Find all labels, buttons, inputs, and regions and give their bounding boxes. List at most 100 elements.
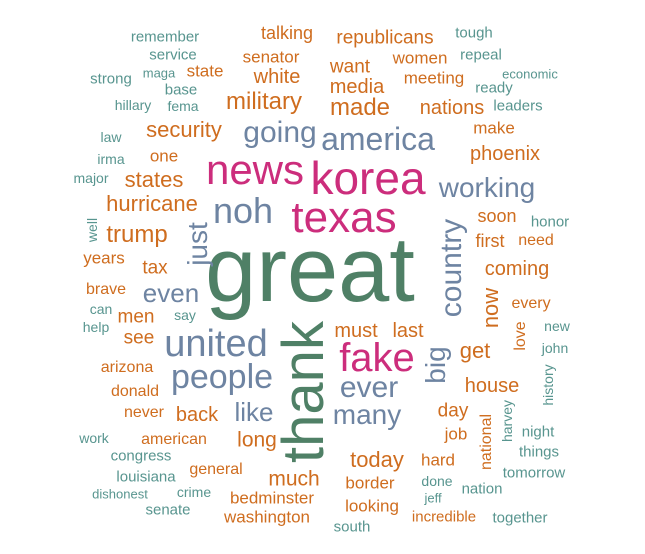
word-washington: washington [223, 507, 311, 527]
word-can: can [89, 301, 113, 317]
word-big: big [420, 346, 451, 384]
word-hard: hard [420, 450, 456, 470]
word-together: together [492, 509, 548, 527]
word-remember: remember [130, 28, 200, 46]
word-night: night [521, 423, 555, 441]
word-brave: brave [85, 281, 127, 298]
word-john: john [541, 340, 569, 356]
word-hurricane: hurricane [106, 191, 198, 216]
word-done: done [421, 473, 453, 489]
word-states: states [124, 167, 184, 192]
word-donald: donald [110, 383, 160, 400]
word-major: major [73, 170, 109, 186]
word-many: many [332, 399, 402, 430]
word-crime: crime [176, 484, 212, 500]
word-last: last [392, 320, 424, 342]
word-incredible: incredible [411, 508, 477, 526]
word-phoenix: phoenix [469, 143, 541, 165]
word-national: national [478, 413, 495, 471]
word-make: make [473, 118, 515, 138]
word-coming: coming [484, 258, 550, 280]
word-years: years [83, 248, 125, 268]
word-repeal: repeal [460, 46, 502, 64]
word-south: south [333, 518, 371, 536]
word-security: security [146, 117, 222, 142]
word-military: military [226, 88, 302, 115]
word-nations: nations [419, 97, 485, 119]
word-general: general [189, 461, 243, 478]
word-senate: senate [145, 501, 191, 519]
word-state: state [186, 61, 224, 81]
word-soon: soon [477, 206, 517, 226]
word-say: say [174, 307, 196, 323]
word-law: law [100, 129, 122, 145]
word-talking: talking [260, 23, 314, 43]
word-texas: texas [291, 193, 397, 242]
word-need: need [518, 232, 554, 249]
word-day: day [437, 400, 469, 422]
word-country: country [435, 218, 468, 318]
word-great: great [205, 219, 415, 321]
word-republicans: republicans [336, 27, 434, 49]
word-never: never [123, 404, 165, 421]
word-economic: economic [502, 66, 558, 82]
word-must: must [334, 320, 378, 342]
word-base: base [164, 81, 198, 99]
word-nation: nation [461, 480, 503, 498]
word-honor: honor [530, 213, 570, 231]
word-job: job [444, 424, 468, 444]
word-louisiana: louisiana [116, 468, 176, 486]
word-ever: ever [339, 371, 399, 404]
word-women: women [392, 48, 448, 68]
word-back: back [175, 404, 219, 426]
word-working: working [438, 172, 536, 203]
word-noh: noh [212, 190, 274, 231]
word-today: today [350, 447, 404, 472]
word-fema: fema [167, 98, 199, 114]
word-service: service [149, 46, 197, 64]
word-american: american [141, 431, 207, 448]
word-irma: irma [97, 151, 125, 167]
word-men: men [117, 306, 155, 328]
word-fake: fake [339, 336, 415, 380]
word-strong: strong [90, 70, 132, 88]
word-tax: tax [142, 257, 168, 279]
word-arizona: arizona [100, 359, 154, 376]
word-trump: trump [106, 221, 168, 248]
word-harvey: harvey [499, 399, 515, 443]
word-see: see [123, 327, 155, 349]
word-want: want [329, 56, 371, 78]
word-work: work [79, 430, 109, 446]
word-things: things [518, 443, 560, 461]
word-looking: looking [345, 496, 399, 516]
word-history: history [540, 364, 556, 406]
word-made: made [329, 94, 391, 121]
word-maga: maga [142, 65, 176, 81]
word-border: border [345, 473, 395, 493]
word-jeff: jeff [424, 490, 442, 506]
word-america: america [321, 121, 435, 157]
word-leaders: leaders [493, 97, 543, 115]
word-tough: tough [455, 24, 493, 42]
word-korea: korea [310, 152, 426, 204]
word-meeting: meeting [403, 68, 465, 88]
word-united: united [164, 323, 268, 365]
word-bedminster: bedminster [229, 488, 315, 508]
word-first: first [475, 231, 505, 251]
word-going: going [243, 116, 317, 149]
word-dishonest: dishonest [92, 486, 148, 502]
word-well: well [84, 217, 100, 243]
word-long: long [237, 428, 277, 452]
word-people: people [170, 358, 274, 396]
word-get: get [459, 338, 491, 363]
word-thank: thank [271, 321, 336, 463]
word-ready: ready [475, 79, 513, 97]
word-one: one [149, 146, 179, 166]
word-house: house [464, 375, 520, 397]
word-help: help [82, 319, 110, 335]
word-white: white [253, 66, 301, 88]
word-senator: senator [242, 47, 300, 67]
word-now: now [478, 287, 503, 329]
word-tomorrow: tomorrow [502, 464, 566, 482]
